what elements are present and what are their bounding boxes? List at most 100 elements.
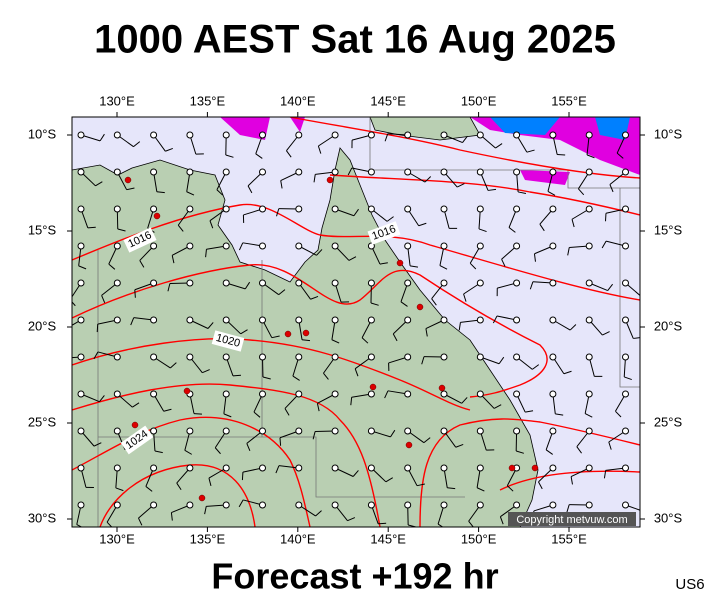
barb-station <box>296 465 302 471</box>
barb-station <box>223 354 229 360</box>
barb-station <box>405 428 411 434</box>
barb-station <box>223 502 229 508</box>
barb-flag <box>378 523 386 524</box>
barb-station <box>550 465 556 471</box>
barb-station <box>114 206 120 212</box>
barb-station <box>514 280 520 286</box>
lat-label: 20°S <box>654 318 683 333</box>
barb-station <box>586 280 592 286</box>
barb-station <box>368 465 374 471</box>
barb-station <box>441 132 447 138</box>
barb-station <box>78 465 84 471</box>
barb-station <box>296 317 302 323</box>
barb-station <box>477 391 483 397</box>
barb-station <box>296 243 302 249</box>
barb-station <box>368 428 374 434</box>
barb-station <box>332 243 338 249</box>
lon-label: 135°E <box>190 531 226 546</box>
barb-station <box>441 428 447 434</box>
lat-label: 15°S <box>28 222 57 237</box>
town <box>125 177 131 183</box>
lon-label: 145°E <box>370 531 406 546</box>
barb-station <box>332 391 338 397</box>
barb-flag <box>135 290 136 298</box>
barb-station <box>151 169 157 175</box>
barb-station <box>441 169 447 175</box>
barb-station <box>332 465 338 471</box>
barb-flag <box>88 227 96 228</box>
barb-station <box>550 132 556 138</box>
barb-station <box>332 317 338 323</box>
barb-station <box>223 428 229 434</box>
barb-station <box>260 502 266 508</box>
barb-station <box>514 206 520 212</box>
barb-station <box>441 502 447 508</box>
barb-station <box>623 243 629 249</box>
barb-station <box>477 206 483 212</box>
barb-station <box>151 280 157 286</box>
barb-station <box>514 354 520 360</box>
barb-station <box>405 391 411 397</box>
lon-label: 155°E <box>551 531 587 546</box>
lat-label: 30°S <box>28 510 57 525</box>
barb-station <box>223 465 229 471</box>
town <box>154 213 160 219</box>
barb-station <box>151 354 157 360</box>
town <box>509 465 515 471</box>
barb-station <box>405 465 411 471</box>
barb-station <box>514 391 520 397</box>
barb-station <box>368 354 374 360</box>
lon-label: 135°E <box>190 93 226 108</box>
barb-station <box>260 317 266 323</box>
barb-station <box>114 465 120 471</box>
barb-station <box>332 206 338 212</box>
barb-flag <box>644 505 649 512</box>
barb-station <box>223 243 229 249</box>
barb-station <box>477 354 483 360</box>
barb-station <box>623 280 629 286</box>
barb-station <box>332 354 338 360</box>
town <box>199 495 205 501</box>
barb-station <box>441 280 447 286</box>
barb-station <box>78 206 84 212</box>
barb-station <box>296 502 302 508</box>
barb-station <box>514 428 520 434</box>
barb-station <box>405 317 411 323</box>
barb-station <box>623 428 629 434</box>
barb-station <box>405 132 411 138</box>
lon-label: 145°E <box>370 93 406 108</box>
town <box>532 465 538 471</box>
town <box>439 385 445 391</box>
barb-station <box>114 391 120 397</box>
barb-station <box>296 428 302 434</box>
barb-station <box>187 502 193 508</box>
barb-station <box>368 280 374 286</box>
barb-station <box>260 243 266 249</box>
barb-station <box>405 354 411 360</box>
barb-station <box>514 317 520 323</box>
barb-station <box>260 132 266 138</box>
barb-station <box>550 280 556 286</box>
barb-station <box>441 243 447 249</box>
lat-label: 15°S <box>654 222 683 237</box>
barb-station <box>332 280 338 286</box>
barb-station <box>586 465 592 471</box>
barb-station <box>296 169 302 175</box>
barb-station <box>332 502 338 508</box>
barb-station <box>514 502 520 508</box>
barb-station <box>477 280 483 286</box>
barb-station <box>405 243 411 249</box>
town <box>406 442 412 448</box>
barb-station <box>405 280 411 286</box>
barb-station <box>151 428 157 434</box>
copyright: Copyright metvuw.com <box>516 514 627 526</box>
town <box>397 260 403 266</box>
barb-station <box>78 391 84 397</box>
barb-station <box>114 428 120 434</box>
barb-station <box>550 428 556 434</box>
barb-station <box>405 206 411 212</box>
title: 1000 AEST Sat 16 Aug 2025 <box>94 18 616 62</box>
barb-station <box>514 169 520 175</box>
barb-station <box>368 206 374 212</box>
